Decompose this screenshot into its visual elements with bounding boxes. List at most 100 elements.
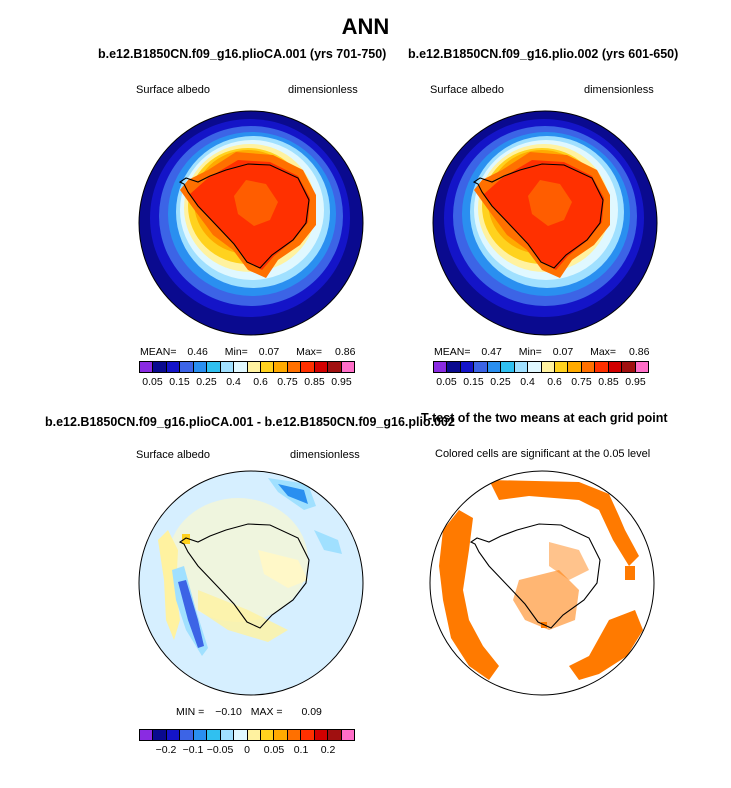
colorbar-swatch	[274, 362, 288, 372]
colorbar-tick-label: −0.1	[182, 744, 204, 756]
colorbar-tick-label: 0.15	[463, 376, 484, 388]
colorbar-swatch	[234, 362, 248, 372]
panel4-title: T-test of the two means at each grid poi…	[421, 411, 668, 425]
colorbar-swatch	[301, 730, 315, 740]
panel3-colorbar-ticks: −0.2 −0.1 −0.05 0 0.05 0.1 0.2	[139, 744, 355, 758]
colorbar-swatch	[341, 362, 354, 372]
panel1-colorbar-ticks: 0.05 0.15 0.25 0.4 0.6 0.75 0.85 0.95	[139, 376, 355, 390]
panel3-title: b.e12.B1850CN.f09_g16.plioCA.001 - b.e12…	[45, 415, 455, 429]
panel1-polar-map	[138, 110, 364, 336]
colorbar-swatch	[207, 730, 221, 740]
colorbar-swatch	[166, 362, 181, 372]
panel1-title: b.e12.B1850CN.f09_g16.plioCA.001 (yrs 70…	[98, 47, 387, 61]
colorbar-swatch	[207, 362, 221, 372]
colorbar-tick-label: 0.25	[196, 376, 217, 388]
colorbar-swatch	[153, 362, 167, 372]
panel2-colorbar-ticks: 0.05 0.15 0.25 0.4 0.6 0.75 0.85 0.95	[433, 376, 649, 390]
panel1-mean-label: MEAN=	[140, 346, 177, 358]
panel3-min: −0.10	[215, 706, 242, 718]
colorbar-tick-label: −0.2	[155, 744, 177, 756]
colorbar-tick-label: 0.2	[320, 744, 336, 756]
colorbar-tick-label: 0.4	[226, 376, 241, 388]
colorbar-tick-label: 0.95	[331, 376, 352, 388]
panel2-units: dimensionless	[584, 84, 654, 96]
colorbar-swatch	[287, 730, 302, 740]
colorbar-swatch	[180, 730, 194, 740]
colorbar-swatch	[554, 362, 569, 372]
panel1-min: 0.07	[258, 346, 280, 358]
colorbar-tick-label: 0.6	[253, 376, 268, 388]
colorbar-tick-label: 0.1	[293, 744, 309, 756]
panel3-variable: Surface albedo	[136, 449, 210, 461]
panel1-colorbar	[139, 361, 355, 373]
colorbar-swatch	[328, 362, 342, 372]
colorbar-swatch	[514, 362, 529, 372]
panel2-colorbar	[433, 361, 649, 373]
colorbar-swatch	[541, 362, 555, 372]
panel2-stats: MEAN= 0.47 Min= 0.07 Max= 0.86	[434, 346, 654, 358]
colorbar-swatch	[434, 362, 448, 372]
panel2-variable: Surface albedo	[430, 84, 504, 96]
colorbar-tick-label: 0.75	[277, 376, 298, 388]
panel3-units: dimensionless	[290, 449, 360, 461]
colorbar-swatch	[314, 362, 329, 372]
colorbar-tick-label: 0.05	[436, 376, 457, 388]
panel3-max: 0.09	[301, 706, 322, 718]
panel1-max-label: Max=	[296, 346, 323, 358]
colorbar-swatch	[608, 362, 623, 372]
panel2-min-label: Min=	[518, 346, 542, 358]
panel3-max-label: MAX =	[250, 706, 283, 718]
panel3-stats: MIN = −0.10 MAX = 0.09	[176, 706, 356, 718]
panel4-polar-map	[429, 470, 655, 696]
colorbar-swatch	[140, 362, 154, 372]
panel2-polar-map	[432, 110, 658, 336]
colorbar-swatch	[528, 362, 542, 372]
ttest-significant-cells	[439, 480, 643, 680]
colorbar-tick-label: −0.05	[206, 744, 234, 756]
panel2-mean: 0.47	[481, 346, 502, 358]
colorbar-tick-label: 0.05	[142, 376, 163, 388]
panel1-min-label: Min=	[224, 346, 248, 358]
colorbar-swatch	[260, 362, 275, 372]
colorbar-swatch	[447, 362, 461, 372]
panel3-polar-map	[138, 470, 364, 696]
figure-title: ANN	[341, 14, 390, 39]
colorbar-swatch	[568, 362, 582, 372]
colorbar-swatch	[474, 362, 488, 372]
panel2-title: b.e12.B1850CN.f09_g16.plio.002 (yrs 601-…	[408, 47, 679, 61]
colorbar-swatch	[460, 362, 475, 372]
colorbar-swatch	[220, 362, 235, 372]
panel1-max: 0.86	[334, 346, 356, 358]
colorbar-tick-label: 0.25	[490, 376, 511, 388]
colorbar-swatch	[581, 362, 596, 372]
colorbar-swatch	[153, 730, 167, 740]
colorbar-tick-label: 0.85	[598, 376, 619, 388]
panel2-mean-label: MEAN=	[434, 346, 471, 358]
colorbar-swatch	[301, 362, 315, 372]
panel1-variable: Surface albedo	[136, 84, 210, 96]
panel4-subtitle: Colored cells are significant at the 0.0…	[435, 448, 651, 460]
colorbar-swatch	[234, 730, 248, 740]
panel2-max: 0.86	[628, 346, 650, 358]
colorbar-swatch	[487, 362, 502, 372]
panel2-min: 0.07	[552, 346, 574, 358]
colorbar-tick-label: 0.4	[520, 376, 535, 388]
panel1-stats: MEAN= 0.46 Min= 0.07 Max= 0.86	[140, 346, 360, 358]
colorbar-tick-label: 0.75	[571, 376, 592, 388]
colorbar-swatch	[341, 730, 354, 740]
colorbar-swatch	[635, 362, 648, 372]
colorbar-swatch	[247, 730, 261, 740]
colorbar-swatch	[260, 730, 275, 740]
colorbar-swatch	[274, 730, 288, 740]
colorbar-swatch	[180, 362, 194, 372]
colorbar-swatch	[287, 362, 302, 372]
panel1-units: dimensionless	[288, 84, 358, 96]
colorbar-swatch	[247, 362, 261, 372]
colorbar-swatch	[140, 730, 154, 740]
panel3-min-label: MIN =	[176, 706, 205, 718]
colorbar-swatch	[166, 730, 181, 740]
colorbar-tick-label: 0.15	[169, 376, 190, 388]
colorbar-tick-label: 0	[244, 744, 250, 756]
colorbar-tick-label: 0.05	[263, 744, 285, 756]
panel3-colorbar	[139, 729, 355, 741]
